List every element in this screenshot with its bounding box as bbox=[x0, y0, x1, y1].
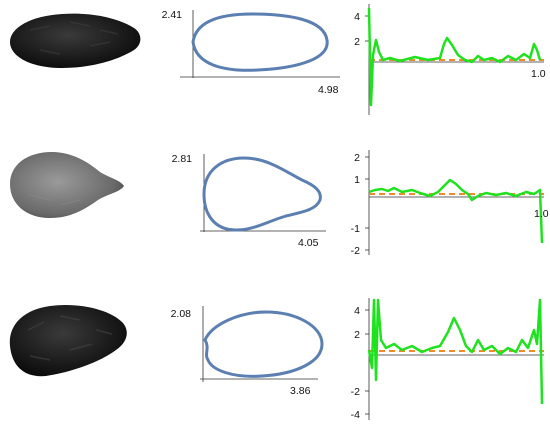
curvature-plot-3: 4 2 -2 -4 bbox=[351, 298, 544, 421]
seed-photo-1 bbox=[10, 13, 141, 68]
outline-length-label-1: 4.98 bbox=[318, 84, 339, 96]
curvature-tick-2-b: 1 bbox=[354, 174, 360, 186]
curvature-tick-2-c: -1 bbox=[351, 223, 360, 235]
outline-plot-1: 2.41 4.98 bbox=[162, 9, 340, 96]
row-3: 2.08 3.86 4 2 -2 -4 bbox=[9, 298, 544, 421]
curvature-tick-3-d: -4 bbox=[351, 409, 360, 421]
curvature-tick-3-b: 2 bbox=[354, 329, 360, 341]
curvature-tick-1-b: 2 bbox=[354, 36, 360, 48]
outline-plot-3: 2.08 3.86 bbox=[171, 306, 324, 397]
outline-length-label-3: 3.86 bbox=[290, 385, 311, 397]
outline-height-label-3: 2.08 bbox=[171, 308, 192, 320]
row-2: 2.81 4.05 2 1 -1 -2 1.0 bbox=[10, 150, 549, 257]
curvature-tick-1-a: 4 bbox=[354, 11, 360, 23]
row-1: 2.41 4.98 4 2 1.0 bbox=[10, 4, 546, 115]
outline-height-label-2: 2.81 bbox=[172, 153, 193, 165]
curvature-tick-2-a: 2 bbox=[354, 152, 360, 164]
curvature-xend-label-2: 1.0 bbox=[534, 208, 549, 220]
curvature-plot-2: 2 1 -1 -2 1.0 bbox=[351, 150, 549, 257]
curvature-tick-3-c: -2 bbox=[351, 386, 360, 398]
curvature-xend-label-1: 1.0 bbox=[531, 68, 546, 80]
curvature-tick-2-d: -2 bbox=[351, 245, 360, 257]
outline-plot-2: 2.81 4.05 bbox=[172, 153, 326, 249]
seed-photo-3 bbox=[9, 304, 127, 377]
curvature-tick-3-a: 4 bbox=[354, 305, 360, 317]
outline-length-label-2: 4.05 bbox=[298, 237, 319, 249]
outline-height-label-1: 2.41 bbox=[162, 9, 183, 21]
seed-photo-2 bbox=[10, 152, 124, 218]
curvature-plot-1: 4 2 1.0 bbox=[354, 4, 546, 115]
